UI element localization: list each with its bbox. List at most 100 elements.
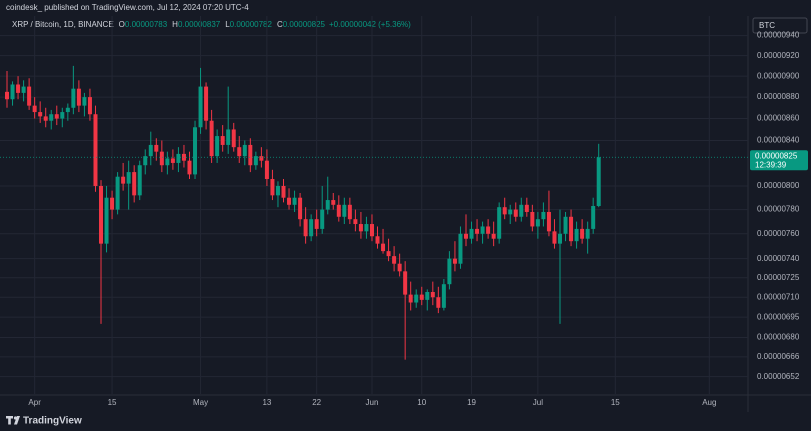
last-price-box (750, 150, 808, 171)
candle-body (176, 153, 181, 163)
candle-body (519, 204, 524, 217)
candle-body (314, 219, 319, 229)
candle-body (220, 136, 225, 145)
candle-body (148, 144, 153, 157)
candle-body (358, 224, 363, 232)
candle-body (452, 258, 457, 264)
y-tick-label: 0.00000740 (757, 254, 800, 263)
candle-body (447, 258, 452, 285)
candle-body (10, 84, 15, 100)
candle-body (231, 129, 236, 148)
candle-body (215, 136, 220, 157)
candle-body (264, 160, 269, 180)
candle-body (430, 291, 435, 298)
candle-body (303, 219, 308, 237)
candle-body (497, 207, 502, 239)
y-tick-label: 0.00000800 (757, 181, 800, 190)
candle-body (574, 228, 579, 242)
candle-body (242, 144, 247, 157)
y-tick-label: 0.00000652 (757, 372, 800, 381)
candle-body (309, 219, 314, 237)
candle-body (248, 144, 253, 166)
candle-body (353, 219, 358, 225)
countdown: 12:39:39 (755, 160, 787, 169)
candle-body (121, 176, 126, 184)
y-tick-label: 0.00000710 (757, 292, 800, 301)
candle-body (392, 256, 397, 264)
y-tick-label: 0.00000940 (757, 31, 800, 40)
x-tick-label: Jun (366, 398, 379, 407)
y-tick-label: 0.00000900 (757, 71, 800, 80)
candle-body (71, 88, 76, 108)
candle-body (204, 86, 209, 121)
candle-body (270, 179, 275, 196)
candle-body (591, 205, 596, 229)
candle-body (419, 294, 424, 300)
currency-box[interactable] (752, 17, 808, 34)
candle-body (585, 228, 590, 239)
legend-item: 0.00000825 (283, 20, 326, 29)
currency: BTC (759, 21, 775, 30)
candle-body (403, 271, 408, 295)
y-tick-label: 0.00000760 (757, 229, 800, 238)
candle-body (43, 116, 48, 121)
candle-body (546, 211, 551, 232)
y-tick-label: 0.00000695 (757, 312, 800, 321)
candle-body (87, 97, 92, 115)
candle-body (369, 224, 374, 237)
y-tick-label: 0.00000920 (757, 51, 800, 60)
candle-body (458, 233, 463, 264)
candle-body (425, 291, 430, 300)
candle-body (292, 197, 297, 205)
candle-body (331, 200, 336, 205)
candle-body (381, 243, 386, 252)
legend-item: C (277, 20, 283, 29)
candle-body (530, 211, 535, 227)
candle-body (298, 197, 303, 220)
candle-body (143, 156, 148, 166)
candle-body (54, 114, 59, 119)
legend-item: 0.00000783 (125, 20, 168, 29)
candle-body (32, 105, 37, 113)
y-tick-label: 0.00000840 (757, 136, 800, 145)
candle-body (320, 209, 325, 229)
candle-body (82, 97, 87, 106)
candle-body (16, 84, 21, 93)
candle-body (76, 88, 81, 106)
candle-body (187, 160, 192, 175)
footer-logo: TradingView (6, 416, 82, 427)
y-tick-label: 0.00000860 (757, 114, 800, 123)
candle-body (209, 120, 214, 157)
candle-body (170, 158, 175, 163)
candle-body (198, 86, 203, 128)
candle-body (49, 114, 54, 121)
candle-body (237, 147, 242, 157)
candle-body (165, 158, 170, 166)
y-tick-label: 0.00000680 (757, 333, 800, 342)
candle-body (563, 216, 568, 234)
legend-item: H (172, 20, 178, 29)
brand: TradingView (23, 416, 82, 427)
candle-body (386, 251, 391, 257)
candle-body (502, 207, 507, 215)
legend-item: 0.00000837 (178, 20, 221, 29)
candle-body (21, 86, 26, 93)
candle-body (408, 294, 413, 303)
candle-body (535, 219, 540, 227)
candle-body (558, 233, 562, 244)
candle-body (596, 157, 601, 206)
candle-body (137, 165, 142, 196)
candle-body (259, 156, 264, 161)
candle-body (281, 185, 286, 198)
x-tick-label: Jul (533, 398, 543, 407)
candle-body (159, 151, 164, 166)
candle-body (580, 228, 585, 239)
candle-body (27, 86, 32, 106)
candle-body (99, 185, 104, 244)
candle-body (126, 172, 131, 184)
candle-body (5, 91, 9, 100)
candle-body (275, 185, 280, 196)
x-tick-label: 15 (611, 398, 620, 407)
candle-body (287, 197, 292, 205)
